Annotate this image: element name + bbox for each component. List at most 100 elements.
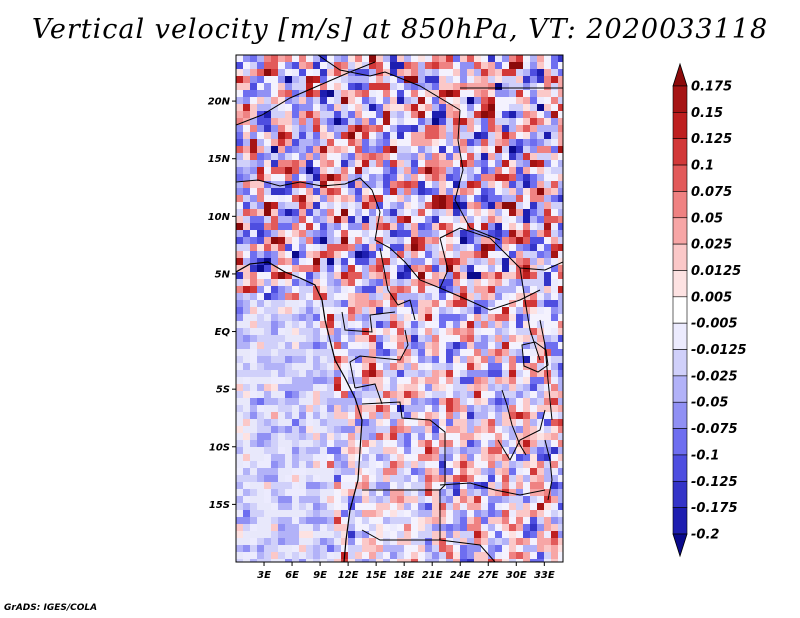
field-cell [369,342,377,350]
field-cell [544,419,552,427]
field-cell [362,293,370,301]
field-cell [334,153,342,161]
field-cell [425,468,433,476]
field-cell [439,195,447,203]
field-cell [446,384,454,392]
field-cell [355,181,363,189]
field-cell [355,209,363,217]
field-cell [243,517,251,525]
field-cell [467,104,475,112]
field-cell [313,111,321,119]
field-cell [348,258,356,266]
field-cell [509,55,517,63]
field-cell [460,426,468,434]
field-cell [537,104,545,112]
field-cell [278,370,286,378]
field-cell [544,454,552,462]
field-cell [369,461,377,469]
field-cell [411,335,419,343]
field-cell [313,230,321,238]
vertical-velocity-field [236,55,563,562]
field-cell [271,209,279,217]
field-cell [306,468,314,476]
field-cell [383,398,391,406]
field-cell [362,118,370,126]
field-cell [523,237,531,245]
field-cell [530,314,538,322]
field-cell [257,139,265,147]
field-cell [362,447,370,455]
field-cell [250,482,258,490]
field-cell [530,384,538,392]
field-cell [425,349,433,357]
field-cell [481,279,489,287]
field-cell [509,377,517,385]
field-cell [432,160,440,168]
field-cell [264,104,272,112]
field-cell [502,272,510,280]
field-cell [495,111,503,119]
field-cell [474,216,482,224]
field-cell [257,181,265,189]
field-cell [348,433,356,441]
field-cell [439,258,447,266]
field-cell [474,111,482,119]
field-cell [369,433,377,441]
field-cell [481,300,489,308]
field-cell [397,244,405,252]
field-cell [474,55,482,63]
field-cell [299,160,307,168]
field-cell [425,356,433,364]
field-cell [404,223,412,231]
field-cell [453,545,461,553]
field-cell [299,468,307,476]
field-cell [362,349,370,357]
field-cell [390,153,398,161]
field-cell [236,76,244,84]
field-cell [551,139,559,147]
field-cell [495,405,503,413]
field-cell [537,426,545,434]
field-cell [530,503,538,511]
field-cell [348,202,356,210]
field-cell [446,111,454,119]
field-cell [439,223,447,231]
field-cell [488,370,496,378]
field-cell [558,153,563,161]
field-cell [481,209,489,217]
field-cell [341,111,349,119]
field-cell [320,125,328,133]
field-cell [439,370,447,378]
field-cell [369,118,377,126]
field-cell [292,335,300,343]
field-cell [376,146,384,154]
field-cell [243,153,251,161]
field-cell [418,195,426,203]
field-cell [411,384,419,392]
field-cell [348,412,356,420]
field-cell [376,468,384,476]
field-cell [530,307,538,315]
field-cell [558,314,563,322]
field-cell [390,342,398,350]
field-cell [397,69,405,77]
field-cell [313,461,321,469]
field-cell [348,405,356,413]
field-cell [481,258,489,266]
field-cell [425,321,433,329]
field-cell [404,195,412,203]
field-cell [453,377,461,385]
field-cell [348,167,356,175]
field-cell [502,104,510,112]
field-cell [250,454,258,462]
field-cell [250,489,258,497]
field-cell [544,384,552,392]
field-cell [404,132,412,140]
field-cell [453,433,461,441]
field-cell [355,174,363,182]
field-cell [390,398,398,406]
field-cell [432,468,440,476]
field-cell [362,419,370,427]
field-cell [320,216,328,224]
field-cell [313,118,321,126]
